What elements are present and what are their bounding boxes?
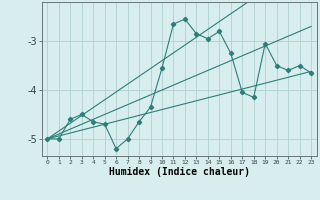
X-axis label: Humidex (Indice chaleur): Humidex (Indice chaleur) <box>109 167 250 177</box>
